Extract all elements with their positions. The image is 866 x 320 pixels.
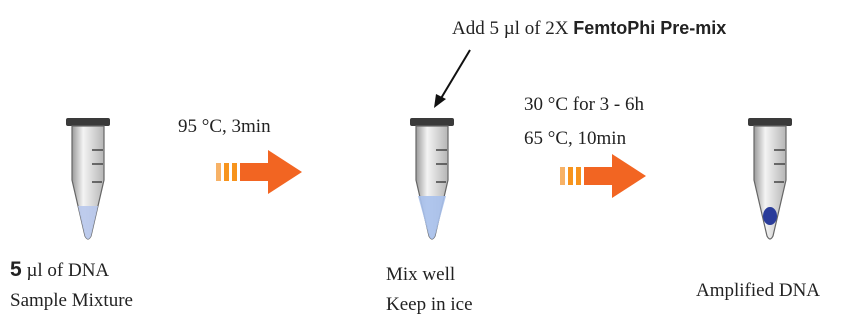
tube-label: Mix well bbox=[386, 264, 455, 285]
tube-3 bbox=[748, 118, 792, 239]
annotation-highlight: FemtoPhi Pre-mix bbox=[573, 18, 726, 38]
heat-arrow-1 bbox=[216, 150, 302, 194]
annotation-prefix: Add 5 µl of 2X bbox=[452, 18, 569, 39]
tube-label: 5 µl of DNA bbox=[10, 258, 109, 281]
tube-label: Sample Mixture bbox=[10, 290, 133, 311]
tube-1 bbox=[66, 118, 110, 239]
pointer-line bbox=[440, 50, 470, 100]
annotation: Add 5 µl of 2X FemtoPhi Pre-mix bbox=[452, 18, 726, 39]
label-text: µl of DNA bbox=[26, 260, 109, 281]
heat-arrow-2 bbox=[560, 154, 646, 198]
tube-2 bbox=[410, 118, 454, 239]
emphasis: 5 bbox=[10, 258, 22, 281]
workflow-diagram: Add 5 µl of 2X FemtoPhi Pre-mix 95 °C, 3… bbox=[0, 0, 866, 320]
condition: 30 °C for 3 - 6h bbox=[524, 94, 645, 115]
tube-label: Amplified DNA bbox=[696, 280, 820, 301]
pointer-head bbox=[434, 94, 446, 108]
condition: 65 °C, 10min bbox=[524, 128, 627, 149]
condition: 95 °C, 3min bbox=[178, 116, 271, 137]
tube-label: Keep in ice bbox=[386, 294, 473, 315]
